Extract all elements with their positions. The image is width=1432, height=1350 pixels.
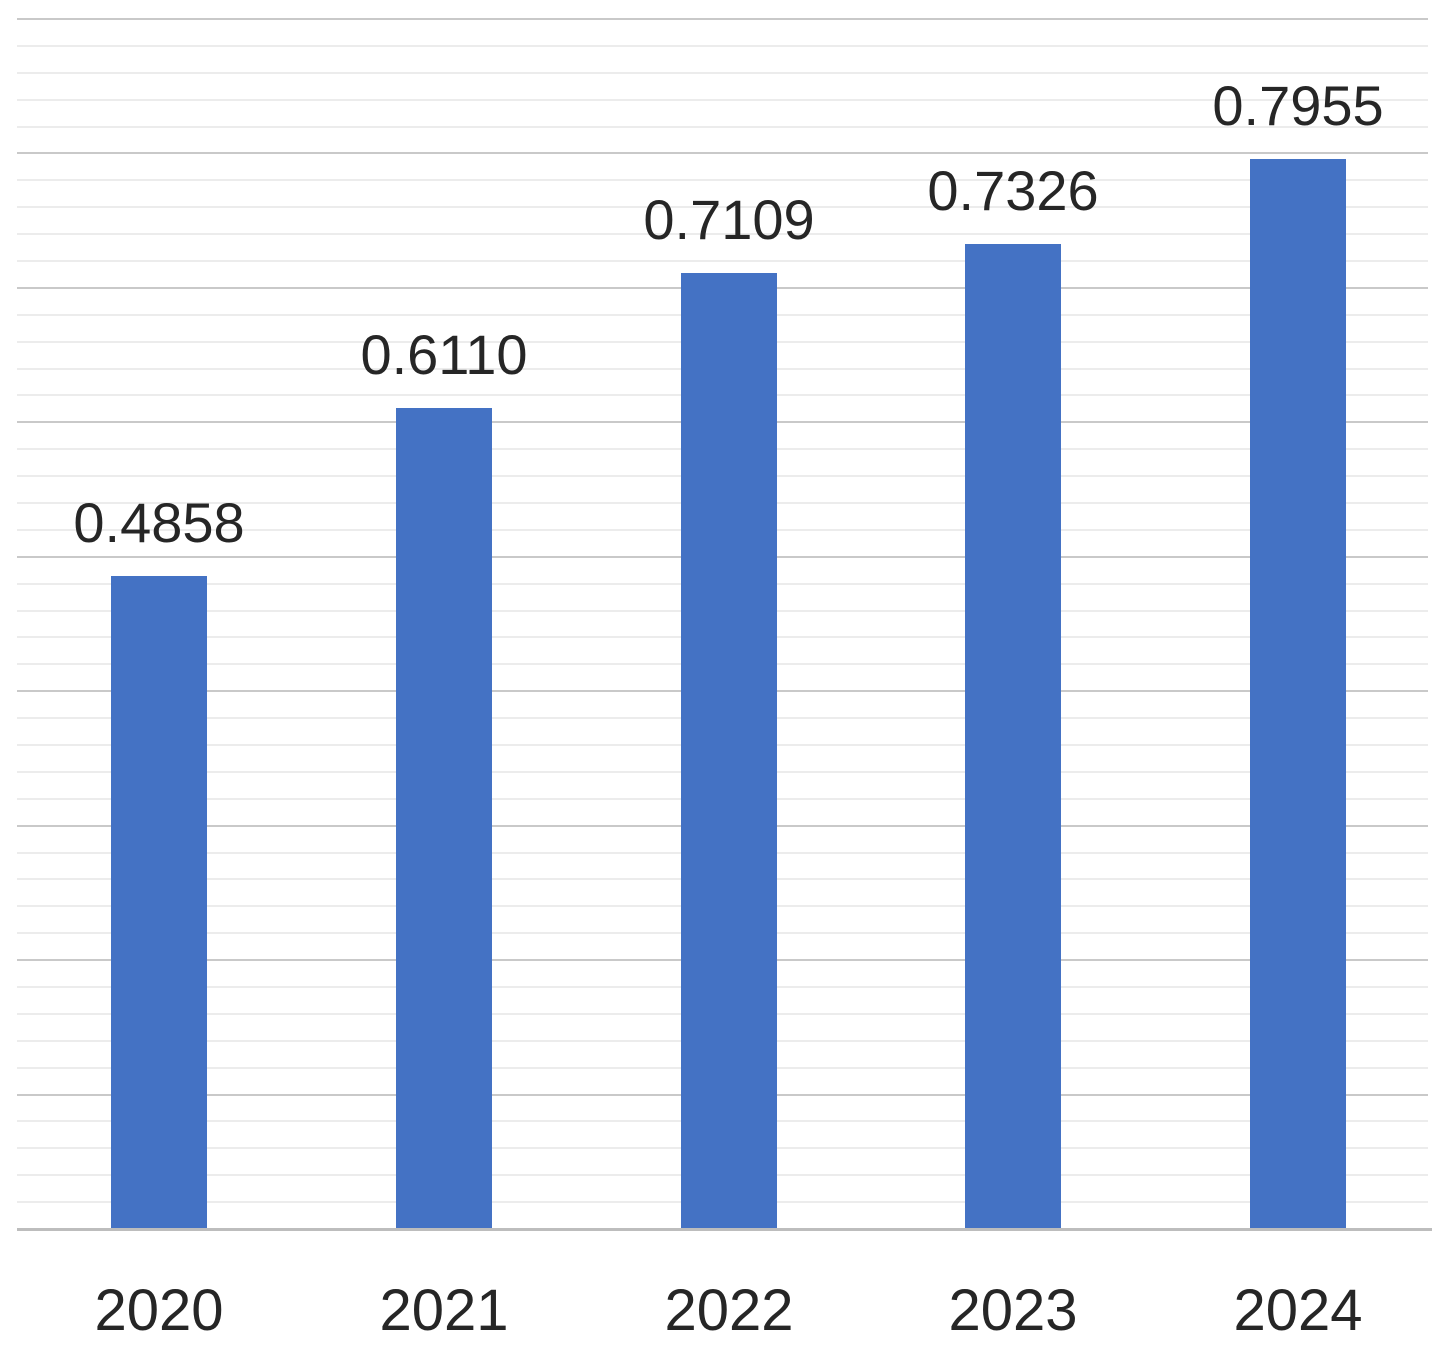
x-axis-line xyxy=(17,1228,1432,1231)
minor-gridline xyxy=(17,45,1428,47)
data-label-2024: 0.7955 xyxy=(1212,73,1384,137)
bar-2020 xyxy=(111,576,207,1229)
major-gridline xyxy=(17,152,1428,154)
data-label-2022: 0.7109 xyxy=(643,187,815,251)
data-label-2020: 0.4858 xyxy=(73,490,245,554)
bar-2021 xyxy=(396,408,492,1229)
x-axis-tick-label-2020: 2020 xyxy=(94,1278,224,1343)
bar-2022 xyxy=(681,273,777,1229)
minor-gridline xyxy=(17,72,1428,74)
data-label-2021: 0.6110 xyxy=(360,322,528,386)
x-axis-tick-label-2021: 2021 xyxy=(379,1278,509,1343)
x-axis-tick-label-2023: 2023 xyxy=(948,1278,1078,1343)
bar-2024 xyxy=(1250,159,1346,1229)
data-label-2023: 0.7326 xyxy=(927,158,1099,222)
x-axis-tick-label-2024: 2024 xyxy=(1233,1278,1363,1343)
major-gridline xyxy=(17,18,1428,20)
minor-gridline xyxy=(17,179,1428,181)
minor-gridline xyxy=(17,99,1428,101)
minor-gridline xyxy=(17,206,1428,208)
bar-2023 xyxy=(965,244,1061,1229)
minor-gridline xyxy=(17,260,1428,262)
x-axis-tick-label-2022: 2022 xyxy=(664,1278,794,1343)
minor-gridline xyxy=(17,126,1428,128)
minor-gridline xyxy=(17,233,1428,235)
